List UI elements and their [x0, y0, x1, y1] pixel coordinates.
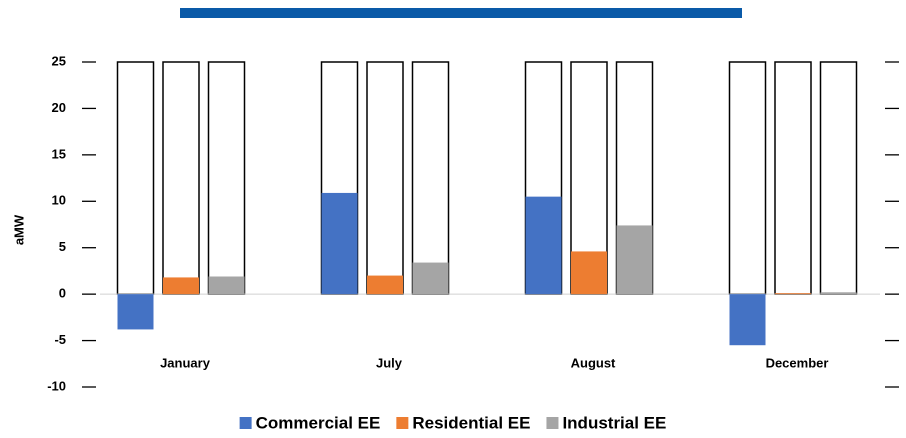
y-axis-label: aMW: [11, 214, 26, 245]
bar-frame: [207, 61, 246, 295]
bar: [321, 192, 358, 295]
bar: [367, 275, 403, 295]
bar: [117, 294, 154, 330]
legend-label: Industrial EE: [562, 413, 666, 432]
x-tick-label: August: [571, 355, 616, 370]
bar: [616, 225, 653, 295]
bar-frame: [116, 61, 155, 295]
x-tick-label: December: [766, 355, 829, 370]
bar: [208, 276, 245, 295]
bar: [775, 293, 811, 295]
y-tick-label: 5: [59, 239, 66, 254]
legend-label: Commercial EE: [256, 413, 381, 432]
y-tick-label: 20: [52, 100, 66, 115]
bar: [571, 251, 607, 295]
y-tick-label: -5: [54, 332, 66, 347]
y-tick-label: 0: [59, 286, 66, 301]
y-tick-label: 10: [52, 193, 66, 208]
y-tick-label: 15: [52, 146, 66, 161]
bar: [412, 262, 449, 295]
y-tick-label: 25: [52, 53, 66, 68]
x-tick-label: July: [376, 355, 403, 370]
bar-frame: [774, 61, 812, 295]
bar-frame: [411, 61, 450, 295]
bar: [820, 292, 857, 295]
y-tick-label: -10: [47, 378, 66, 393]
bar: [525, 196, 562, 295]
legend-swatch: [546, 417, 559, 429]
legend-swatch: [239, 417, 252, 429]
bar-frame: [162, 61, 200, 295]
bar: [163, 277, 199, 295]
legend-label: Residential EE: [412, 413, 530, 432]
legend-swatch: [396, 417, 409, 429]
bar-frame: [819, 61, 858, 295]
x-tick-label: January: [160, 355, 211, 370]
title-bar: [180, 8, 742, 18]
bar-frame: [728, 61, 767, 295]
bar-frame: [366, 61, 404, 295]
bar: [729, 294, 766, 346]
